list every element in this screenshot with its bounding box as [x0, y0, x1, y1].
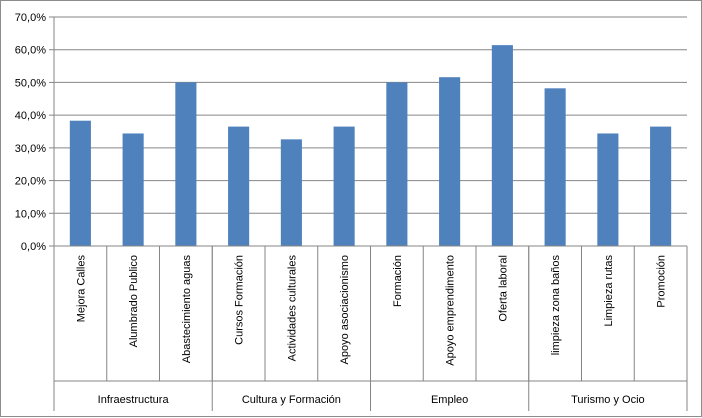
category-label: Alumbrado Publico	[128, 255, 140, 347]
group-label: Turismo y Ocio	[571, 394, 645, 406]
category-label: Mejora Calles	[75, 255, 87, 323]
y-tick-label: 10,0%	[15, 208, 46, 220]
y-tick-label: 40,0%	[15, 110, 46, 122]
category-label: Oferta laboral	[497, 255, 509, 322]
group-label: Cultura y Formación	[242, 394, 341, 406]
group-label: Empleo	[431, 394, 468, 406]
bar	[544, 88, 566, 247]
y-tick-label: 30,0%	[15, 143, 46, 155]
category-label: Promoción	[656, 255, 668, 308]
bar	[175, 82, 197, 246]
y-tick-label: 50,0%	[15, 77, 46, 89]
category-label: Formación	[392, 255, 404, 307]
bar	[280, 139, 302, 246]
bar	[650, 126, 672, 246]
bar	[122, 133, 144, 246]
category-label: Abastecimiento aguas	[181, 255, 193, 364]
y-tick-label: 20,0%	[15, 176, 46, 188]
category-label: Actividades culturales	[286, 255, 298, 362]
group-label: Infraestructura	[98, 394, 170, 406]
bar	[386, 82, 408, 246]
bar	[228, 126, 250, 246]
y-tick-label: 0,0%	[21, 241, 46, 253]
category-label: Apoyo emprendimento	[445, 255, 457, 366]
bar	[333, 126, 355, 246]
category-label: Cursos Formación	[234, 255, 246, 345]
y-tick-label: 60,0%	[15, 45, 46, 57]
y-tick-label: 70,0%	[15, 12, 46, 24]
category-label: limpieza zona baños	[550, 255, 562, 356]
bar	[597, 133, 619, 246]
bar	[491, 45, 513, 247]
category-label: Limpieza rutas	[603, 255, 615, 327]
category-label: Apoyo asociacionismo	[339, 255, 351, 364]
bar	[439, 77, 461, 247]
bar	[69, 120, 91, 246]
